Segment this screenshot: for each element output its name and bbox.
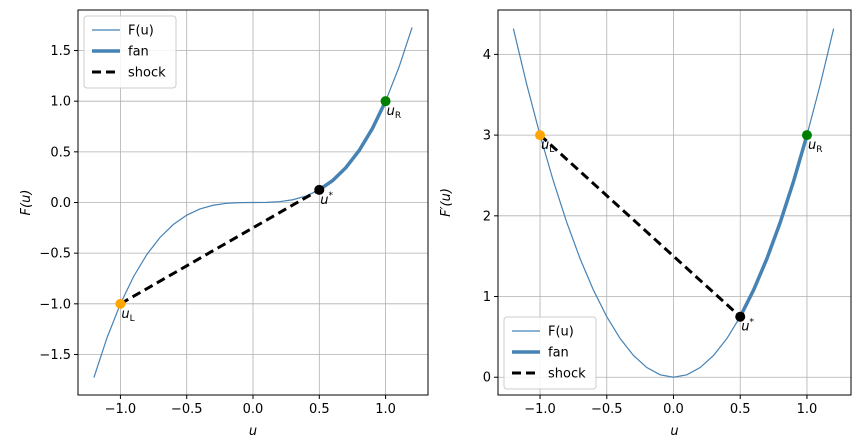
y-tick-label: 3 bbox=[483, 129, 491, 144]
x-tick-label: −1.0 bbox=[524, 402, 556, 417]
x-tick-label: 0.0 bbox=[663, 402, 684, 417]
point-label-main: u bbox=[741, 320, 749, 335]
y-tick-label: −1.5 bbox=[39, 348, 71, 363]
point-label-sub: R bbox=[395, 111, 401, 121]
legend-frame bbox=[83, 15, 177, 89]
x-tick-label: 0.5 bbox=[309, 402, 330, 417]
point-marker bbox=[314, 184, 325, 195]
x-tick-label: 0.5 bbox=[730, 402, 751, 417]
x-tick-label: 0.0 bbox=[243, 402, 264, 417]
legend-label: shock bbox=[128, 66, 166, 81]
y-tick-label: 0.5 bbox=[50, 145, 71, 160]
point-label: uL bbox=[121, 307, 134, 324]
series-line bbox=[119, 188, 321, 306]
point-marker bbox=[801, 130, 812, 141]
y-axis-label: F(u) bbox=[19, 190, 34, 216]
legend-label: F(u) bbox=[548, 325, 574, 340]
x-axis-label: u bbox=[670, 424, 678, 439]
point-label-sub: R bbox=[816, 145, 822, 155]
point-label-sup: * bbox=[749, 318, 754, 328]
point-marker bbox=[735, 311, 746, 322]
point-marker bbox=[535, 130, 546, 141]
y-tick-label: 1.0 bbox=[50, 95, 71, 110]
series-line bbox=[318, 100, 388, 192]
legend-frame bbox=[503, 316, 597, 390]
x-tick-label: −0.5 bbox=[171, 402, 203, 417]
point-label-sub: L bbox=[549, 145, 554, 155]
axes-frame bbox=[77, 9, 429, 396]
y-tick-label: 1 bbox=[483, 290, 491, 305]
point-label-main: u bbox=[320, 193, 328, 208]
point-label-main: u bbox=[387, 104, 395, 119]
point-label: uR bbox=[808, 138, 823, 155]
point-marker bbox=[380, 96, 391, 107]
legend-label: fan bbox=[548, 346, 569, 361]
y-tick-label: 4 bbox=[483, 48, 491, 63]
point-label-sup: * bbox=[329, 191, 334, 201]
plot-area bbox=[93, 27, 413, 378]
point-label-main: u bbox=[121, 307, 129, 322]
point-label: u* bbox=[741, 318, 754, 335]
point-label-main: u bbox=[541, 138, 549, 153]
point-label: uR bbox=[387, 104, 402, 121]
y-tick-label: 0 bbox=[483, 371, 491, 386]
series-line bbox=[738, 134, 809, 318]
legend: F(u) fan shock bbox=[503, 316, 597, 390]
point-label: uL bbox=[541, 138, 554, 155]
y-tick-label: 1.5 bbox=[50, 44, 71, 59]
axes-frame bbox=[497, 9, 852, 396]
point-label-main: u bbox=[808, 138, 816, 153]
legend-label: shock bbox=[548, 367, 586, 382]
point-label: u* bbox=[320, 191, 333, 208]
x-tick-label: −1.0 bbox=[105, 402, 137, 417]
y-tick-label: 0.0 bbox=[50, 196, 71, 211]
legend-label: fan bbox=[128, 45, 149, 60]
x-tick-label: 1.0 bbox=[375, 402, 396, 417]
y-tick-label: 2 bbox=[483, 209, 491, 224]
x-tick-label: −0.5 bbox=[591, 402, 623, 417]
series-line bbox=[539, 133, 742, 318]
plot-area bbox=[512, 28, 835, 378]
x-axis-label: u bbox=[249, 424, 257, 439]
axes: −1.0 −0.5 0.0 0.5 1.0 −1.5 −1.0 −0.5 0.0 0.5 1.0 1.… bbox=[19, 9, 429, 439]
point-label-sub: L bbox=[130, 314, 135, 324]
point-marker bbox=[115, 298, 126, 309]
legend: F(u) fan shock bbox=[83, 15, 177, 89]
y-tick-label: −1.0 bbox=[39, 297, 71, 312]
x-tick-label: 1.0 bbox=[797, 402, 818, 417]
legend-label: F(u) bbox=[128, 24, 154, 39]
y-tick-label: −0.5 bbox=[39, 247, 71, 262]
axes: −1.0 −0.5 0.0 0.5 1.001234uF′(u)uLu*uRF(u)fa… bbox=[439, 9, 852, 439]
y-axis-label: F′(u) bbox=[439, 188, 454, 217]
